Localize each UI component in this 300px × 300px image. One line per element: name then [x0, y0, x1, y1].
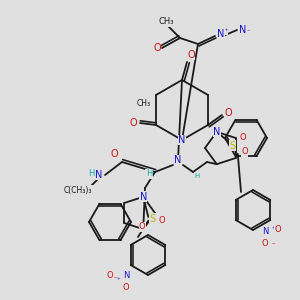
Text: O: O [110, 149, 118, 159]
Text: –: – [271, 240, 275, 246]
Text: H: H [194, 173, 200, 179]
Text: N: N [217, 29, 225, 39]
Text: O: O [129, 118, 137, 128]
Text: H: H [88, 169, 94, 178]
Text: O: O [239, 133, 246, 142]
Text: ⁺: ⁺ [116, 278, 120, 284]
Text: O: O [159, 216, 166, 225]
Text: ⁺: ⁺ [271, 227, 275, 233]
Text: N: N [239, 25, 247, 35]
Text: N: N [174, 155, 182, 165]
Text: O: O [187, 50, 195, 60]
Text: O: O [107, 271, 113, 280]
Text: C(CH₃)₃: C(CH₃)₃ [64, 185, 92, 194]
Text: N: N [178, 135, 186, 145]
Text: O: O [224, 108, 232, 118]
Text: S: S [230, 141, 236, 151]
Text: CH₃: CH₃ [137, 98, 151, 107]
Text: O: O [123, 283, 129, 292]
Text: O: O [242, 147, 248, 156]
Text: S: S [149, 214, 155, 224]
Text: ⁺: ⁺ [224, 29, 228, 35]
Text: CH₃: CH₃ [158, 17, 174, 26]
Text: N: N [123, 271, 129, 280]
Text: O: O [139, 222, 146, 231]
Text: O: O [262, 239, 268, 248]
Text: O: O [153, 43, 161, 53]
Text: –: – [113, 274, 117, 280]
Text: H: H [146, 169, 152, 178]
Text: ⁻: ⁻ [246, 29, 250, 35]
Text: N: N [262, 227, 268, 236]
Text: N: N [140, 192, 147, 202]
Text: N: N [95, 170, 103, 180]
Text: N: N [213, 127, 220, 137]
Text: O: O [275, 226, 281, 235]
